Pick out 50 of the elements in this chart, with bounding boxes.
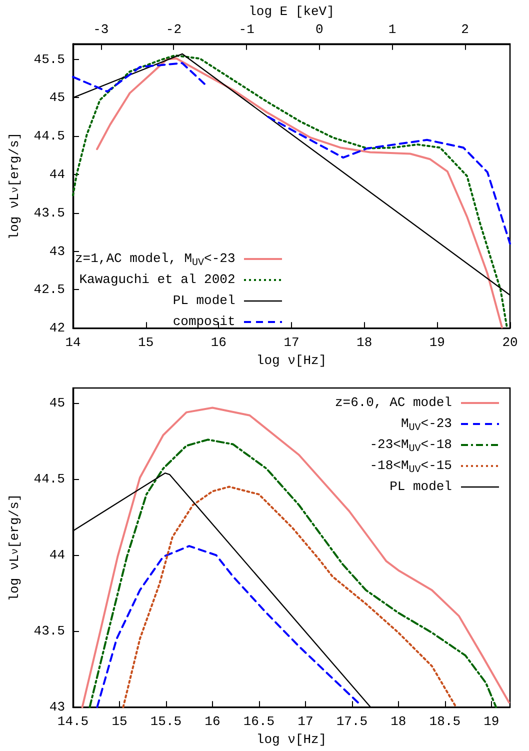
x-tick-label: 17.5 <box>336 714 368 730</box>
x2-tick-label: -2 <box>166 22 182 37</box>
x-tick-label: 16 <box>210 335 226 350</box>
legend-label: PL model <box>172 293 236 308</box>
legend-label: z=1,AC model, M$_{UV}$<-23 <box>75 251 236 269</box>
x-tick-label: 15 <box>138 335 154 350</box>
y-axis-title: log νLν[erg/s] <box>7 132 22 240</box>
x2-tick-label: -1 <box>238 22 255 37</box>
x-tick-label: 18 <box>356 335 372 350</box>
y-tick-label: 45 <box>49 90 65 106</box>
y-tick-label: 44.5 <box>34 472 65 487</box>
x2-axis-title: log E [keV] <box>248 4 334 19</box>
legend-label: -23<M$_{UV}$<-18 <box>370 437 452 455</box>
x-tick-label: 14.5 <box>57 714 89 730</box>
y-tick-label: 44.5 <box>34 128 65 144</box>
legend-label: -18<M$_{UV}$<-15 <box>370 458 452 476</box>
x-tick-label: 19 <box>429 335 445 350</box>
x-axis-title: log ν[Hz] <box>256 732 327 747</box>
y-tick-label: 43 <box>49 244 65 259</box>
x2-tick-label: 0 <box>315 22 324 37</box>
x-tick-label: 19 <box>484 714 500 730</box>
y-tick-label: 42.5 <box>34 282 65 298</box>
legend-label: composit <box>172 314 236 329</box>
legend-label: z=6.0, AC model <box>334 395 452 410</box>
y-tick-label: 43 <box>49 700 65 715</box>
legend-label: M$_{UV}$<-23 <box>400 416 452 434</box>
x-tick-label: 20 <box>502 335 518 350</box>
y-tick-label: 44 <box>49 166 66 182</box>
x2-tick-label: 1 <box>388 22 396 37</box>
x-tick-label: 17 <box>298 714 314 730</box>
y-tick-label: 44 <box>49 548 66 563</box>
x-tick-label: 15.5 <box>150 714 182 730</box>
x-tick-label: 14 <box>65 335 81 350</box>
legend-label: Kawaguchi et al 2002 <box>79 272 236 287</box>
legend-label: PL model <box>390 479 452 494</box>
x-tick-label: 17 <box>284 335 300 350</box>
x-tick-label: 16 <box>204 714 220 730</box>
y-tick-label: 42 <box>49 320 65 336</box>
x-tick-label: 18 <box>390 714 406 730</box>
x-tick-label: 16.5 <box>243 714 275 730</box>
y-tick-label: 43.5 <box>34 205 65 220</box>
y-axis-title: log νLν[erg/s] <box>7 494 22 602</box>
x-tick-label: 18.5 <box>429 714 461 730</box>
x-axis-title: log ν[Hz] <box>256 353 327 368</box>
y-tick-label: 45.5 <box>34 52 65 67</box>
x2-tick-label: -3 <box>93 22 109 37</box>
x2-tick-label: 2 <box>461 22 469 37</box>
y-tick-label: 43.5 <box>34 624 65 639</box>
y-tick-label: 45 <box>49 396 65 411</box>
x-tick-label: 15 <box>112 714 128 730</box>
